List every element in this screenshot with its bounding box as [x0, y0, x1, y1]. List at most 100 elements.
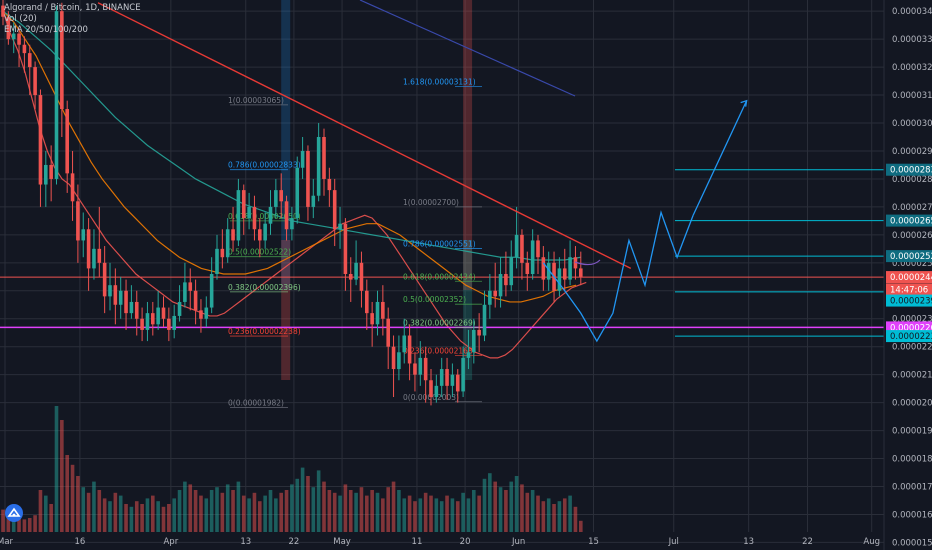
volume-bar [300, 467, 305, 532]
volume-bar [365, 495, 369, 532]
candle-body [22, 44, 27, 54]
y-tick-label: 0.00002900 [892, 147, 932, 157]
volume-bar [6, 515, 11, 532]
symbol-title[interactable]: Algorand / Bitcoin, 1D, BINANCE [4, 3, 141, 13]
candle-body [413, 363, 417, 375]
projection-arrow[interactable] [692, 100, 748, 216]
candle-body [209, 274, 214, 308]
descending-trendline[interactable] [97, 2, 632, 270]
candle-body [450, 374, 455, 386]
volume-indicator-label[interactable]: Vol (20) [4, 14, 37, 24]
volume-bar [391, 481, 396, 532]
x-tick-label: 13 [240, 537, 251, 547]
volume-bar [381, 498, 385, 532]
price-badge[interactable] [886, 271, 932, 284]
price-badge[interactable] [886, 330, 932, 343]
ema-indicator-label[interactable]: EMA 20/50/100/200 [4, 25, 88, 35]
volume-bar [236, 481, 241, 532]
price-badge[interactable] [886, 163, 932, 176]
y-tick-label: 0.00001900 [892, 427, 932, 437]
volume-bar [434, 498, 439, 532]
volume-bar [252, 492, 257, 532]
y-tick-label: 0.00003100 [892, 91, 932, 101]
price-badge[interactable] [886, 283, 932, 296]
candle-body [322, 137, 326, 179]
candle-body [268, 206, 273, 224]
x-tick-label: 20 [460, 537, 471, 547]
candle-body [520, 234, 524, 263]
fib-level-label: 0.5(0.00002352) [403, 295, 466, 304]
candle-body [306, 150, 310, 207]
candle-body [177, 301, 182, 316]
candle-body [354, 262, 358, 280]
y-tick-label: 0.00002000 [892, 399, 932, 409]
volume-bar [1, 509, 5, 532]
volume-bar [209, 490, 214, 532]
candle-body [38, 95, 43, 185]
arrow-head-icon [740, 99, 748, 107]
candle-body [27, 53, 32, 68]
candle-body [493, 290, 497, 297]
x-tick-label: 16 [74, 537, 85, 547]
volume-bar [461, 492, 465, 532]
volume-bar [359, 487, 364, 532]
volume-bar [354, 492, 358, 532]
volume-bar [327, 490, 332, 532]
volume-bar [60, 420, 64, 532]
volume-bar [76, 476, 80, 532]
price-badge-label: 0.00002833 [890, 166, 932, 176]
volume-bar [520, 484, 524, 532]
ema20-line [2, 10, 587, 359]
volume-bar [241, 495, 246, 532]
volume-bar [86, 492, 91, 532]
candle-body [311, 195, 316, 207]
channel-line[interactable] [359, 0, 576, 97]
small-projection[interactable] [574, 259, 601, 266]
x-tick-label: 22 [288, 537, 299, 547]
candle-body [348, 274, 353, 280]
volume-bar [439, 501, 444, 532]
candle-body [140, 318, 144, 330]
volume-bar [407, 495, 412, 532]
volume-bar [129, 506, 134, 532]
price-badge[interactable] [886, 214, 932, 227]
candle-body [113, 285, 118, 305]
volume-bar [38, 490, 43, 532]
tradingview-logo-icon[interactable] [5, 504, 23, 522]
price-badge[interactable] [886, 294, 932, 307]
volume-bar [552, 504, 556, 532]
candle-body [124, 290, 128, 314]
volume-bar [348, 490, 353, 532]
y-tick-label: 0.00003000 [892, 119, 932, 129]
volume-bar [151, 495, 155, 532]
candle-body [172, 315, 176, 330]
price-axis[interactable]: 0.00003400 0.00003300 0.00003200 0.00003100… [883, 0, 932, 550]
fibonacci-retracements[interactable]: 1(0.00003065) 0.786(0.00002833) 0.618(0.00… [228, 77, 482, 409]
volume-bar [247, 498, 251, 532]
y-tick-label: 0.00002500 [892, 259, 932, 269]
candle-body [17, 33, 21, 45]
projection-path[interactable] [542, 210, 694, 343]
candle-body [466, 352, 471, 358]
drawings[interactable] [97, 0, 748, 343]
candle-body [316, 137, 321, 196]
volume-bar [113, 492, 118, 532]
fib-level-label: 0.236(0.00002168) [403, 347, 476, 356]
candle-body [498, 274, 503, 297]
volume-bar [332, 492, 337, 532]
candle-body [92, 248, 96, 269]
volume-bar [118, 495, 123, 532]
time-zone-highlight [463, 0, 473, 290]
time-axis[interactable]: Mar16Apr1322May1120Jun15Jul1322Aug1 [0, 537, 932, 547]
volume-bar [290, 484, 294, 532]
y-tick-label: 0.00003300 [892, 35, 932, 45]
y-tick-label: 0.00002600 [892, 231, 932, 241]
volume-bar [225, 484, 230, 532]
candle-body [573, 257, 578, 269]
candle-body [6, 16, 11, 40]
price-badge-label: 0.00002651 [890, 217, 932, 227]
price-badge[interactable] [886, 250, 932, 263]
candle-body [477, 329, 481, 336]
candle-body [482, 304, 487, 336]
